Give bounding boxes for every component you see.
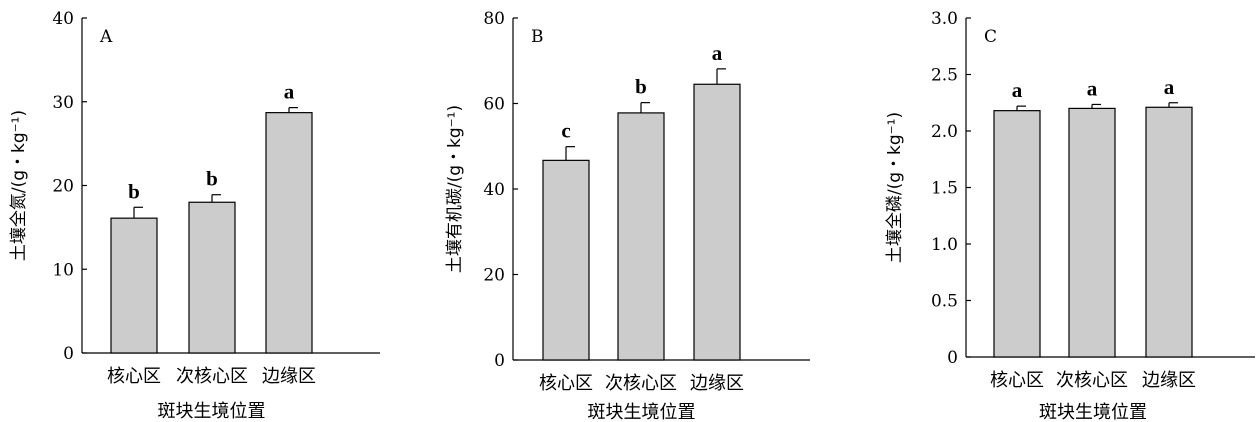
category-label: 次核心区 [176,366,248,387]
significance-label: a [284,80,295,104]
category-label: 核心区 [539,373,593,394]
significance-label: a [1087,76,1098,100]
y-tick-label: 0 [494,351,505,371]
bar [693,83,741,361]
bar [617,112,665,361]
y-tick-label: 40 [52,9,74,29]
y-tick-label: 0 [63,344,74,364]
category-label: 核心区 [107,366,161,387]
significance-label: b [635,75,647,99]
y-tick-label: 3.0 [931,9,958,29]
x-axis-label: 斑块生境位置 [588,402,696,422]
significance-label: c [561,119,570,143]
category-label: 次核心区 [605,373,677,394]
bar [265,112,313,354]
y-tick-label: 10 [52,260,74,280]
bar [542,159,590,361]
panel-letter: C [984,27,997,47]
bar [1068,107,1116,358]
y-tick-label: 1.5 [931,179,958,199]
y-tick-label: 20 [52,177,74,197]
y-tick-label: 80 [483,9,505,29]
y-tick-label: 20 [483,266,505,286]
significance-label: a [1012,78,1023,102]
significance-label: a [712,41,723,65]
y-tick-label: 0 [947,348,958,368]
y-axis-label: 土壤有机碳/(g・kg⁻¹) [444,105,465,273]
y-tick-label: 2.0 [931,122,958,142]
y-tick-label: 30 [52,93,74,113]
panel-letter: A [99,27,113,47]
y-axis-label: 土壤全氮/(g・kg⁻¹) [8,110,29,261]
significance-label: b [128,179,140,203]
y-tick-label: 1.0 [931,235,958,255]
bar [993,110,1041,358]
significance-label: a [1164,75,1175,99]
x-axis-label: 斑块生境位置 [1039,402,1147,422]
category-label: 边缘区 [690,373,744,394]
bar [1145,106,1193,358]
y-tick-label: 60 [483,95,505,115]
category-label: 边缘区 [262,366,316,387]
panel-letter: B [531,27,544,47]
y-tick-label: 40 [483,180,505,200]
category-label: 核心区 [990,370,1044,391]
significance-label: b [206,167,218,191]
y-axis-label: 土壤全磷/(g・kg⁻¹) [884,112,905,263]
category-label: 次核心区 [1056,370,1128,391]
bar [110,217,158,354]
x-axis-label: 斑块生境位置 [158,401,266,422]
bar [188,201,236,354]
category-label: 边缘区 [1142,370,1196,391]
y-tick-label: 0.5 [931,292,958,312]
y-tick-label: 2.5 [931,66,958,86]
